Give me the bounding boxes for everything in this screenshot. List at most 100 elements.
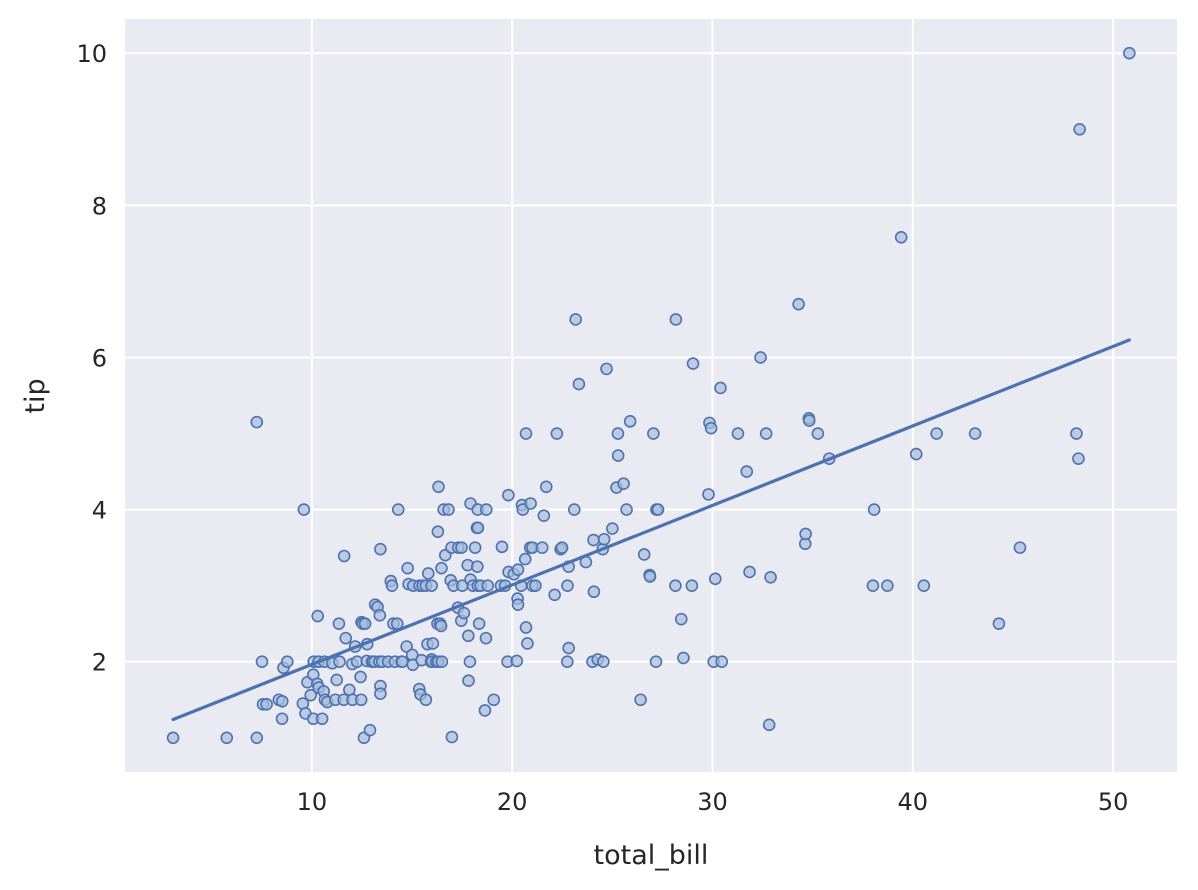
- data-point: [363, 723, 377, 737]
- data-point: [1072, 452, 1085, 465]
- data-point: [811, 427, 825, 440]
- data-point: [333, 655, 346, 669]
- data-point: [617, 477, 630, 491]
- data-point: [396, 655, 409, 669]
- data-point: [555, 541, 569, 554]
- data-point: [472, 617, 486, 630]
- data-point: [674, 612, 688, 626]
- data-point: [643, 570, 657, 583]
- data-point: [715, 655, 729, 669]
- data-point: [471, 521, 485, 535]
- data-point: [519, 621, 533, 634]
- data-point: [401, 561, 414, 575]
- y-tick-label: 8: [92, 192, 107, 220]
- data-point: [686, 357, 700, 370]
- data-point: [685, 579, 699, 592]
- data-point: [479, 631, 493, 645]
- data-point: [649, 655, 663, 669]
- data-point: [802, 414, 816, 427]
- data-point: [457, 606, 471, 620]
- data-point: [339, 631, 353, 645]
- data-point: [250, 731, 264, 745]
- x-tick-label: 10: [297, 788, 328, 816]
- data-point: [587, 533, 600, 547]
- data-point: [220, 731, 234, 745]
- data-point: [337, 549, 351, 563]
- x-tick-label: 20: [497, 788, 528, 816]
- data-point: [620, 503, 633, 516]
- x-tick-label: 40: [898, 788, 929, 816]
- data-point: [866, 579, 880, 592]
- data-point: [537, 509, 551, 522]
- data-point: [587, 585, 601, 599]
- data-point: [799, 527, 812, 541]
- data-point: [562, 641, 575, 655]
- data-point: [702, 488, 715, 501]
- y-tick-label: 6: [92, 344, 107, 372]
- data-point: [374, 542, 387, 556]
- data-point: [623, 415, 637, 428]
- data-point: [529, 579, 542, 592]
- data-point: [535, 541, 549, 554]
- data-point: [572, 377, 586, 391]
- data-point: [462, 629, 475, 643]
- data-point: [463, 655, 477, 669]
- plot-background: [125, 19, 1177, 772]
- data-point: [1123, 46, 1136, 60]
- data-point: [426, 637, 440, 650]
- data-point: [421, 567, 435, 580]
- data-point: [373, 609, 387, 622]
- regression-line: [171, 338, 1131, 722]
- data-point: [764, 570, 777, 584]
- data-point: [669, 313, 683, 326]
- data-point: [431, 525, 445, 538]
- data-point: [550, 427, 564, 440]
- data-point: [455, 541, 468, 554]
- x-axis-label: total_bill: [594, 840, 709, 871]
- data-point: [606, 522, 619, 535]
- data-point: [909, 447, 923, 461]
- data-point: [560, 655, 574, 669]
- y-axis-label: tip: [20, 378, 51, 413]
- data-point: [354, 670, 367, 684]
- data-point: [385, 579, 399, 592]
- data-point: [634, 693, 647, 707]
- data-point: [260, 698, 273, 711]
- data-point: [304, 688, 317, 702]
- x-tick-label: 30: [697, 788, 728, 816]
- data-point: [354, 693, 368, 707]
- data-point: [250, 415, 264, 429]
- y-tick-label: 2: [92, 649, 107, 677]
- data-point: [930, 427, 943, 440]
- data-point: [597, 532, 611, 546]
- data-point: [275, 712, 289, 726]
- data-point: [759, 427, 773, 440]
- data-point: [708, 572, 722, 586]
- data-point: [597, 655, 610, 669]
- data-point: [435, 655, 449, 669]
- data-point: [480, 503, 493, 516]
- data-point: [275, 694, 289, 708]
- data-point: [471, 560, 484, 573]
- data-point: [374, 687, 387, 700]
- data-point: [434, 619, 448, 633]
- data-point: [462, 674, 475, 688]
- data-point: [637, 548, 651, 561]
- data-point: [600, 362, 613, 376]
- data-point: [445, 730, 459, 744]
- data-point: [647, 427, 660, 440]
- data-point: [511, 563, 525, 576]
- data-point: [280, 655, 294, 669]
- x-tick-label: 50: [1098, 788, 1129, 816]
- data-point: [315, 712, 329, 726]
- data-point: [743, 565, 756, 579]
- data-point: [255, 655, 269, 669]
- data-point: [968, 427, 982, 440]
- data-point: [731, 427, 745, 440]
- data-point: [704, 421, 718, 435]
- data-point: [502, 488, 515, 502]
- data-point: [714, 381, 727, 395]
- data-point: [992, 617, 1006, 630]
- data-point: [511, 598, 525, 611]
